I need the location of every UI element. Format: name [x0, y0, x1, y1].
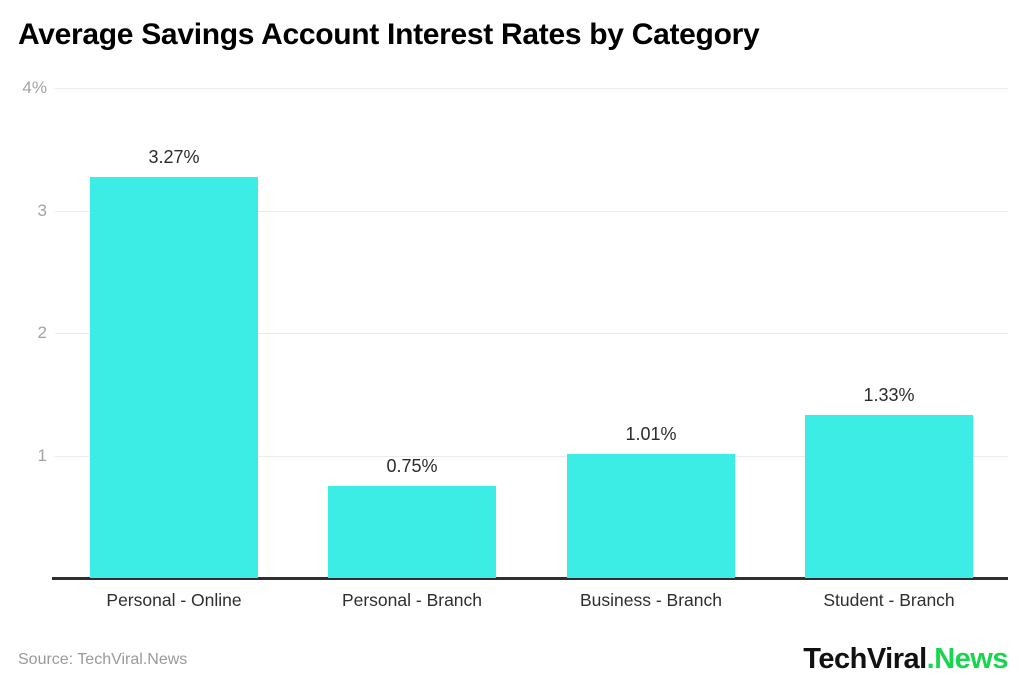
bar-value-label: 1.01% [625, 424, 677, 444]
brand-logo-primary: TechViral [803, 643, 927, 675]
gridline-1 [55, 456, 1008, 457]
bar-value-label: 3.27% [148, 147, 200, 167]
bar-personal-branch [328, 486, 496, 578]
gridline-2 [55, 333, 1008, 334]
bar-personal-online [90, 177, 258, 578]
y-tick-label: 4% [22, 78, 47, 97]
bar-value-label: 1.33% [863, 385, 915, 405]
gridline-3 [55, 211, 1008, 212]
y-tick-label: 2 [37, 323, 47, 342]
bar-student-branch [805, 415, 973, 578]
gridline-4 [55, 88, 1008, 89]
bar-business-branch [567, 454, 735, 578]
y-tick-label: 3 [37, 201, 47, 220]
x-category-label: Personal - Online [106, 590, 242, 610]
chart-title: Average Savings Account Interest Rates b… [18, 18, 760, 51]
bar-value-label: 0.75% [386, 456, 438, 476]
x-axis-line [52, 577, 1008, 580]
brand-logo: TechViral.News [803, 643, 1008, 676]
x-category-label: Business - Branch [579, 590, 722, 610]
y-tick-label: 1 [37, 446, 47, 465]
source-text: Source: TechViral.News [18, 651, 188, 668]
x-category-label: Student - Branch [823, 590, 955, 610]
brand-logo-accent: .News [926, 643, 1009, 675]
x-category-label: Personal - Branch [341, 590, 483, 610]
